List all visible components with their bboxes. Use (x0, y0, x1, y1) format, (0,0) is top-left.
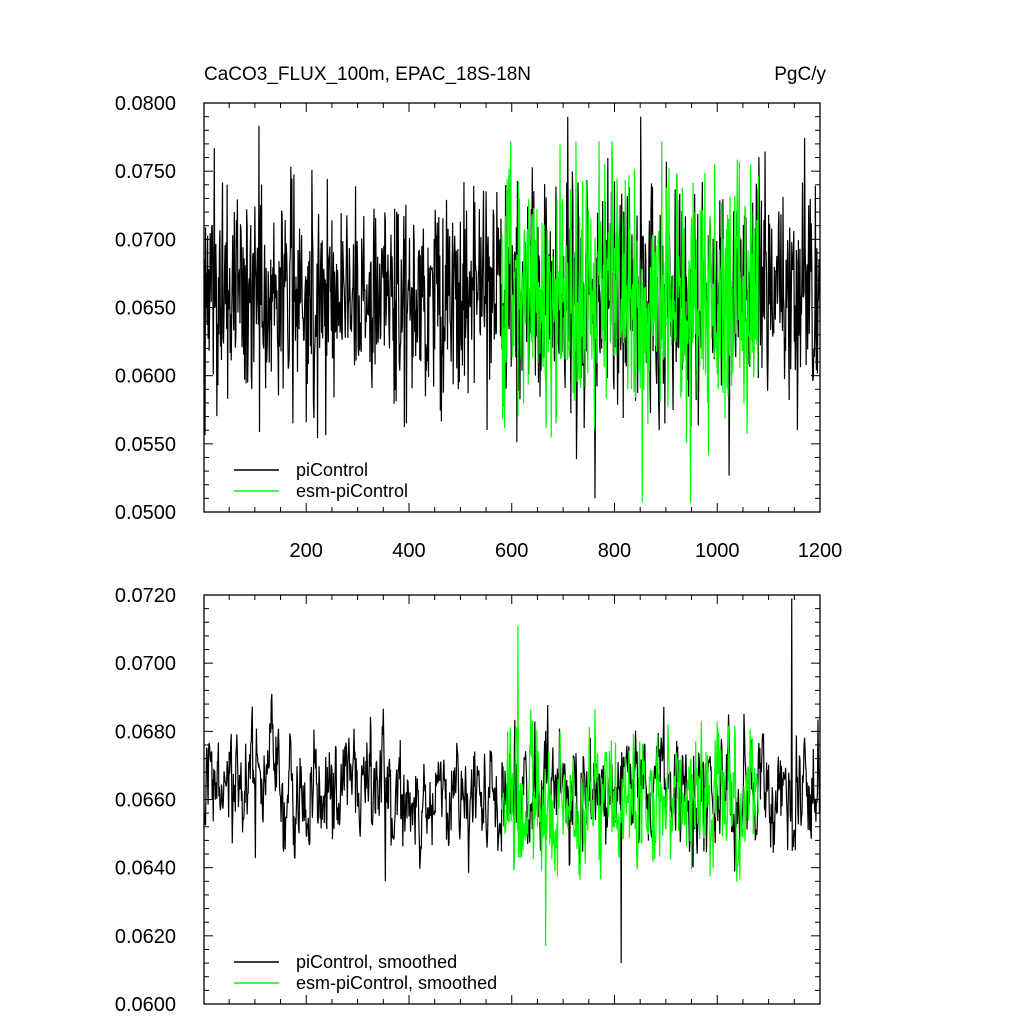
y-tick-label: 0.0720 (115, 585, 176, 607)
chart-panel-2: 0.0600 0.0620 0.0640 0.0660 0.0680 0.0700 0.07… (115, 585, 821, 1016)
x-tick-label: 1200 (798, 540, 843, 562)
y-tick-label: 0.0620 (115, 926, 176, 948)
y-tick-label: 0.0650 (115, 298, 176, 320)
x-tick-label: 400 (392, 540, 425, 562)
x-tick-label: 1000 (695, 540, 740, 562)
series-line-esm-picontrol (500, 141, 759, 503)
y-tick-label: 0.0700 (115, 229, 176, 251)
y-tick-label: 0.0750 (115, 161, 176, 183)
x-tick-label: 200 (290, 540, 323, 562)
y-tick-label: 0.0600 (115, 994, 176, 1016)
legend-label: piControl, smoothed (296, 952, 457, 972)
chart-units: PgC/y (774, 64, 826, 85)
series-line-esm-picontrol-smoothed (500, 625, 759, 947)
y-tick-label: 0.0700 (115, 653, 176, 675)
y-tick-label: 0.0660 (115, 790, 176, 812)
legend-label: esm-piControl, smoothed (296, 973, 497, 993)
legend-label: esm-piControl (296, 481, 408, 501)
y-tick-label: 0.0800 (115, 93, 176, 115)
y-tick-label: 0.0680 (115, 721, 176, 743)
x-tick-label: 600 (495, 540, 528, 562)
y-tick-label: 0.0550 (115, 434, 176, 456)
chart-panel-1: 200 400 600 800 1000 1200 0.0500 0.0550 0.0600 0.… (115, 93, 842, 562)
legend-label: piControl (296, 460, 368, 480)
y-tick-label: 0.0640 (115, 858, 176, 880)
x-tick-label: 800 (598, 540, 631, 562)
chart-title: CaCO3_FLUX_100m, EPAC_18S-18N (204, 64, 532, 85)
y-tick-label: 0.0500 (115, 502, 176, 524)
y-tick-label: 0.0600 (115, 366, 176, 388)
